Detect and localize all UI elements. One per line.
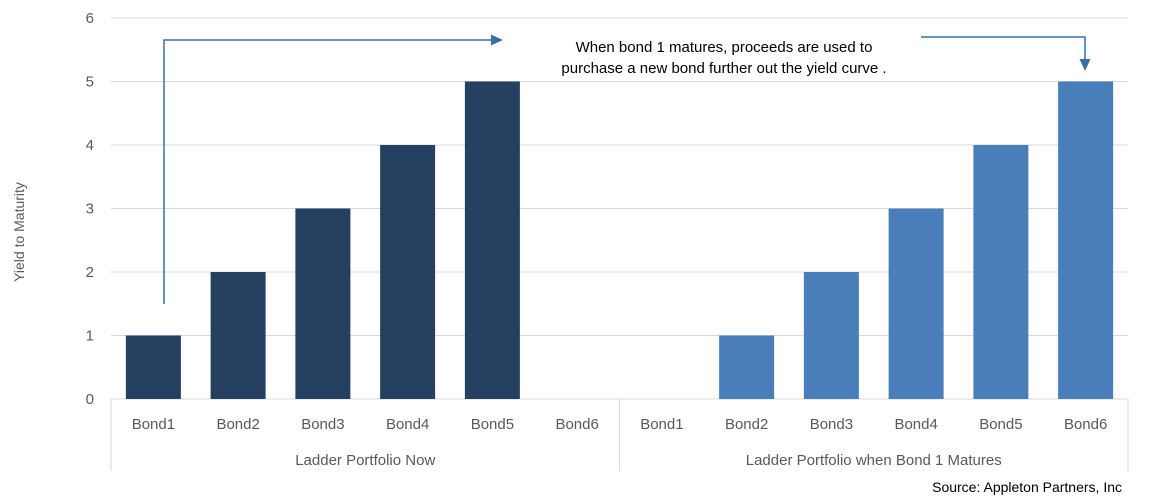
arrow-right-path — [921, 36, 1086, 60]
annotation-line-2: purchase a new bond further out the yiel… — [561, 60, 886, 77]
group-label: Ladder Portfolio Now — [295, 452, 435, 469]
bar-bond3 — [803, 272, 859, 399]
y-axis-ticks: 0 1 2 3 4 5 6 — [86, 10, 94, 408]
bar-bond2 — [719, 335, 775, 399]
x-tick-label: Bond1 — [640, 416, 683, 433]
x-tick-label: Bond4 — [894, 416, 937, 433]
x-tick-label: Bond2 — [216, 416, 259, 433]
y-tick-label: 6 — [86, 10, 94, 27]
bar-bond1 — [125, 335, 181, 399]
bar-bond6 — [1058, 81, 1114, 399]
source-note: Source: Appleton Partners, Inc — [932, 479, 1122, 495]
x-tick-label: Bond2 — [725, 416, 768, 433]
bar-bond2 — [210, 272, 266, 399]
y-tick-label: 5 — [86, 74, 94, 91]
bar-bond3 — [295, 208, 351, 399]
y-tick-label: 1 — [86, 328, 94, 345]
x-axis: Bond1 Bond2 Bond3 Bond4 Bond5 Bond6 Ladder Por… — [110, 399, 1129, 471]
bar-bond4 — [888, 208, 944, 399]
x-tick-label: Bond6 — [1064, 416, 1107, 433]
x-tick-label: Bond5 — [471, 416, 514, 433]
bar-bond5 — [973, 145, 1029, 399]
x-tick-label: Bond5 — [979, 416, 1022, 433]
arrow-left-path — [163, 39, 492, 304]
x-tick-label: Bond1 — [132, 416, 175, 433]
bar-bond4 — [380, 145, 436, 399]
y-axis-label: Yield to Maturity — [11, 182, 27, 282]
arrow-right-head — [491, 34, 503, 46]
y-tick-label: 0 — [86, 391, 94, 408]
x-tick-label: Bond3 — [810, 416, 853, 433]
gridlines — [111, 17, 1128, 400]
y-tick-label: 2 — [86, 264, 94, 281]
group-label: Ladder Portfolio when Bond 1 Matures — [746, 452, 1002, 469]
y-tick-label: 4 — [86, 137, 94, 154]
bars — [125, 81, 1114, 399]
bar-bond5 — [464, 81, 520, 399]
arrow-down-head — [1079, 59, 1091, 71]
x-tick-label: Bond4 — [386, 416, 429, 433]
x-tick-label: Bond6 — [555, 416, 598, 433]
y-tick-label: 3 — [86, 201, 94, 218]
annotation-line-1: When bond 1 matures, proceeds are used t… — [576, 39, 873, 56]
x-tick-label: Bond3 — [301, 416, 344, 433]
annotation-arrows — [163, 34, 1091, 304]
